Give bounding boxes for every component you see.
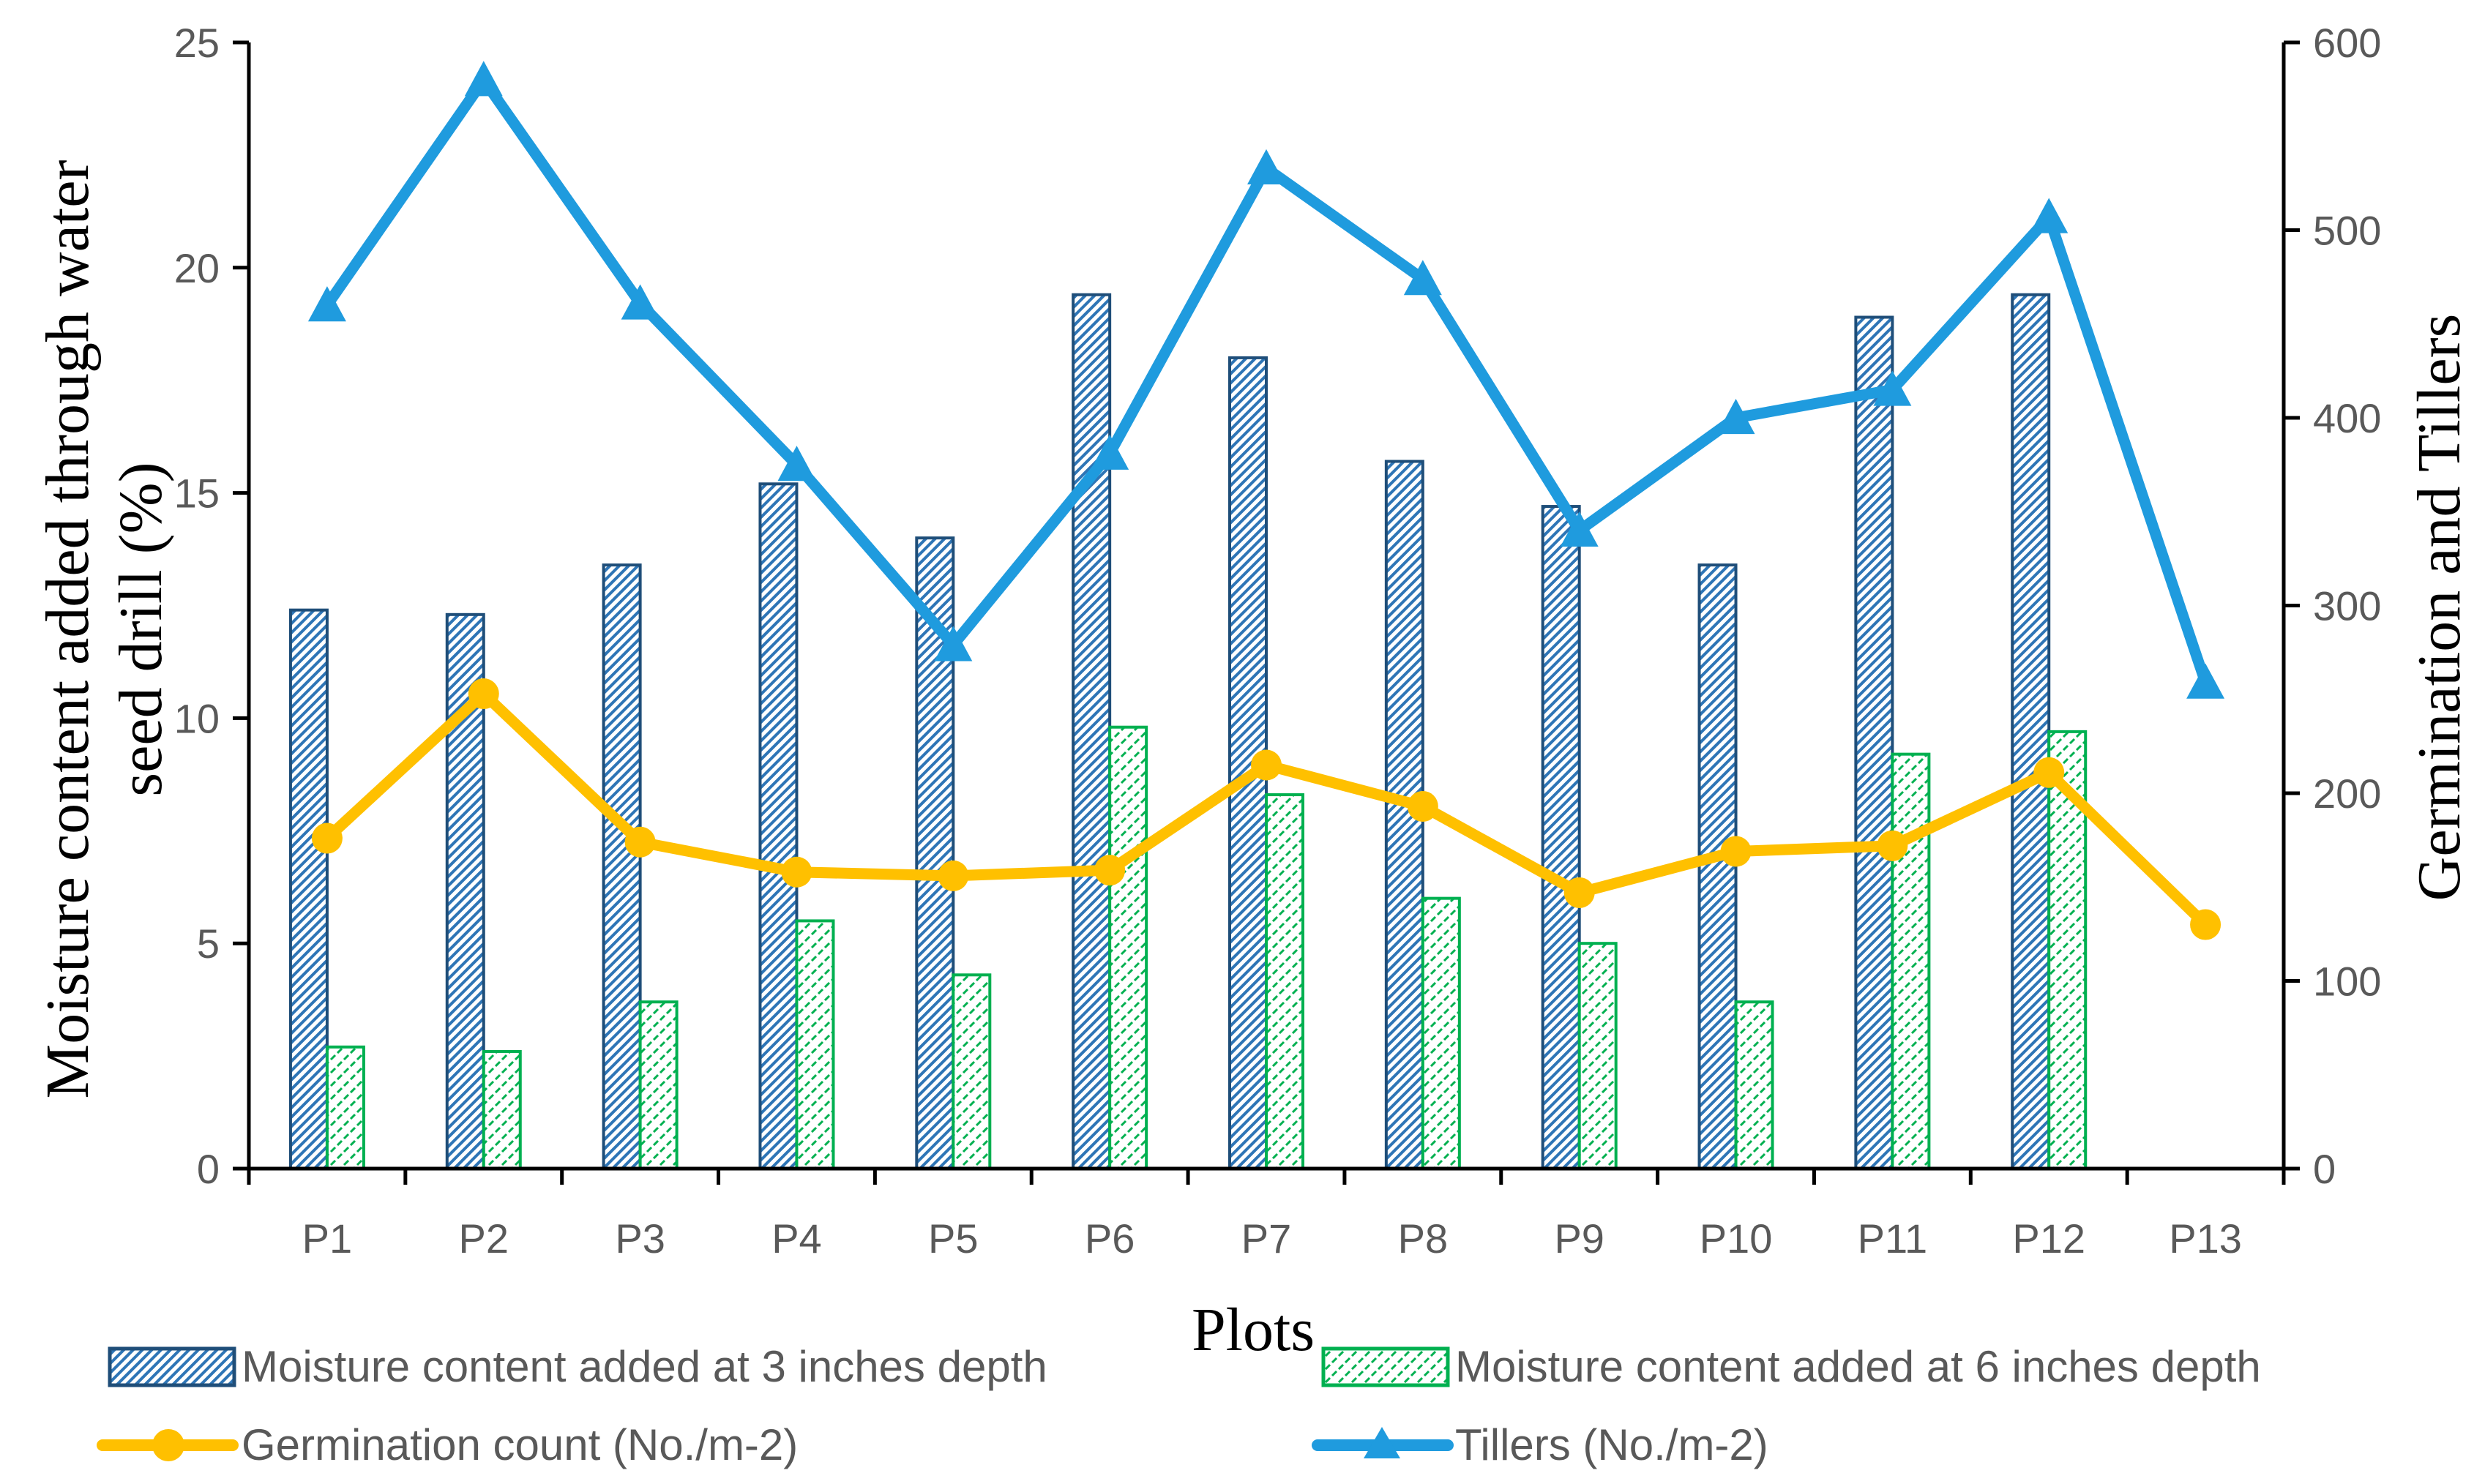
bar-moisture-3in-p1 [288, 608, 329, 1170]
x-tick-label-p7: P7 [1241, 1215, 1292, 1262]
bar-moisture-3in-p10 [1697, 563, 1738, 1170]
point-tillers-p7 [1247, 149, 1285, 184]
point-germination-p9 [1563, 877, 1595, 908]
point-germination-p1 [311, 822, 343, 854]
x-axis-title: Plots [1192, 1296, 1315, 1364]
y-left-tick-label-15: 15 [174, 471, 220, 517]
bar-moisture-3in-p6 [1072, 293, 1112, 1171]
x-tick-label-p9: P9 [1554, 1215, 1604, 1262]
bar-moisture-6in-p1 [325, 1045, 365, 1170]
x-tick-label-p3: P3 [615, 1215, 665, 1262]
legend-swatch-moisture-6in [1321, 1346, 1450, 1387]
point-tillers-p8 [1403, 260, 1442, 296]
legend-marker-germination [152, 1429, 184, 1461]
y-right-tick-label-100: 100 [2313, 959, 2381, 1005]
bar-moisture-6in-p2 [482, 1049, 522, 1170]
x-tick-label-p2: P2 [459, 1215, 509, 1262]
point-tillers-p3 [621, 284, 659, 320]
point-tillers-p2 [464, 61, 503, 97]
y-right-tick-label-0: 0 [2313, 1146, 2336, 1192]
y-left-tick-label-25: 25 [174, 20, 220, 66]
bar-moisture-3in-p9 [1541, 505, 1581, 1170]
legend-label-tillers: Tillers (No./m-2) [1455, 1420, 1768, 1469]
bar-moisture-6in-p3 [638, 1000, 679, 1171]
y-right-tick-label-200: 200 [2313, 771, 2381, 817]
x-tick-label-p10: P10 [1700, 1215, 1773, 1262]
point-tillers-p5 [934, 626, 973, 662]
axes: 0 5 10 15 20 25 0 100 200 300 400 500 600 P1 P2 P3 P4 P5 P… [174, 20, 2382, 1262]
point-germination-p7 [1251, 749, 1282, 781]
bar-moisture-6in-p11 [1891, 752, 1931, 1170]
point-germination-p6 [1094, 855, 1126, 886]
y-right-tick-label-400: 400 [2313, 395, 2381, 441]
legend-item-moisture-6in: Moisture content added at 6 inches depth [1321, 1342, 2261, 1391]
point-tillers-p10 [1716, 399, 1755, 435]
bar-moisture-3in-p11 [1854, 315, 1894, 1170]
point-tillers-p6 [1091, 434, 1129, 470]
x-tick-label-p12: P12 [2012, 1215, 2085, 1262]
y-axis-right-title: Germination and Tillers [2405, 314, 2473, 902]
point-tillers-p11 [1873, 370, 1912, 406]
bar-moisture-6in-p6 [1108, 725, 1148, 1170]
legend-label-germination: Germination count (No./m-2) [242, 1420, 798, 1469]
legend-item-tillers: Tillers (No./m-2) [1312, 1420, 1768, 1469]
point-germination-p10 [1720, 836, 1752, 867]
y-right-tick-label-600: 600 [2313, 20, 2381, 66]
bar-moisture-6in-p7 [1265, 793, 1304, 1170]
y-left-tick-label-20: 20 [174, 245, 220, 291]
legend-item-germination: Germination count (No./m-2) [97, 1420, 798, 1469]
point-germination-p5 [938, 860, 969, 891]
point-germination-p3 [624, 826, 656, 858]
point-germination-p11 [1877, 830, 1908, 861]
y-left-tick-label-5: 5 [197, 921, 220, 967]
legend-item-moisture-3in: Moisture content added at 3 inches depth [108, 1342, 1047, 1391]
point-germination-p8 [1407, 790, 1438, 822]
x-tick-label-p13: P13 [2169, 1215, 2242, 1262]
x-tick-label-p5: P5 [928, 1215, 979, 1262]
point-tillers-p4 [777, 446, 816, 481]
bar-moisture-6in-p5 [952, 973, 992, 1170]
point-germination-p2 [468, 678, 499, 710]
x-tick-label-p6: P6 [1085, 1215, 1135, 1262]
point-tillers-p1 [307, 286, 346, 322]
bar-moisture-6in-p9 [1577, 942, 1618, 1170]
bar-moisture-3in-p12 [2011, 293, 2051, 1171]
x-tick-label-p1: P1 [302, 1215, 353, 1262]
point-germination-p4 [781, 856, 812, 888]
legend-marker-tillers [1364, 1427, 1400, 1458]
bar-moisture-3in-p4 [758, 482, 799, 1170]
y-left-tick-label-10: 10 [174, 695, 220, 741]
y-right-tick-label-500: 500 [2313, 208, 2381, 254]
point-tillers-p12 [2030, 198, 2069, 233]
legend: Moisture content added at 3 inches depth… [97, 1342, 2261, 1469]
point-germination-p12 [2033, 757, 2065, 788]
point-tillers-p13 [2186, 663, 2225, 699]
bar-moisture-6in-p10 [1734, 1000, 1774, 1171]
y-axis-left-title: Moisture content added through water see… [34, 160, 175, 1098]
bar-moisture-6in-p4 [795, 919, 835, 1171]
y-left-tick-label-0: 0 [197, 1146, 220, 1192]
legend-label-moisture-3in: Moisture content added at 3 inches depth [242, 1342, 1047, 1391]
bar-moisture-6in-p8 [1421, 896, 1461, 1170]
y-right-tick-label-300: 300 [2313, 583, 2381, 629]
plot-area [288, 61, 2225, 1171]
x-tick-label-p8: P8 [1398, 1215, 1449, 1262]
point-tillers-p9 [1560, 511, 1599, 547]
point-germination-p13 [2190, 909, 2221, 940]
legend-swatch-moisture-3in [108, 1346, 236, 1387]
bar-moisture-3in-p3 [602, 563, 642, 1170]
y-axis-left-title-line-2: seed drill (%) [107, 462, 175, 796]
legend-label-moisture-6in: Moisture content added at 6 inches depth [1455, 1342, 2261, 1391]
y-axis-left-title-line-1: Moisture content added through water [34, 160, 102, 1098]
x-tick-label-p11: P11 [1858, 1215, 1927, 1262]
x-tick-label-p4: P4 [771, 1215, 822, 1262]
